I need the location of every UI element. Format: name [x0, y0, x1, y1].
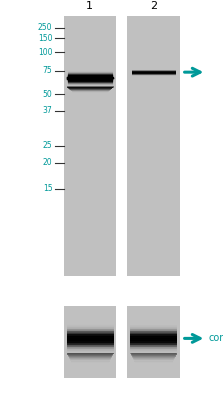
- Bar: [64, 16, 116, 276]
- Bar: [127, 306, 180, 378]
- Text: 150: 150: [38, 34, 52, 43]
- Text: 25: 25: [43, 142, 52, 150]
- Text: 50: 50: [43, 90, 52, 98]
- Text: 15: 15: [43, 184, 52, 194]
- Text: control: control: [209, 334, 223, 343]
- Text: 37: 37: [43, 106, 52, 115]
- Text: 100: 100: [38, 48, 52, 57]
- Bar: [127, 16, 180, 276]
- Text: 2: 2: [150, 1, 157, 11]
- Text: 1: 1: [86, 1, 93, 11]
- Text: 250: 250: [38, 23, 52, 32]
- Bar: [64, 306, 116, 378]
- Text: 20: 20: [43, 158, 52, 168]
- Text: 75: 75: [43, 66, 52, 75]
